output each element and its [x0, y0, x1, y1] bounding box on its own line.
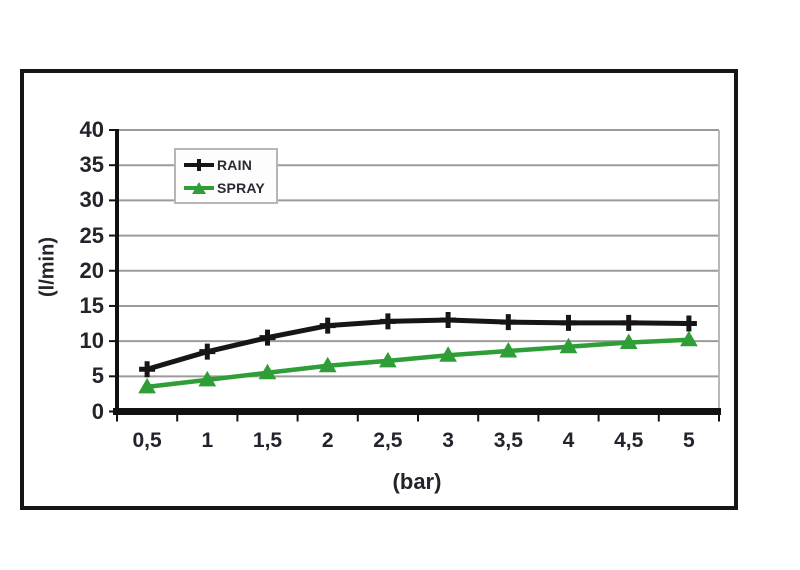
rain-data-point	[560, 314, 577, 331]
x-tick-label: 4	[562, 429, 575, 452]
legend: RAIN SPRAY	[174, 148, 278, 204]
legend-label-spray: SPRAY	[217, 179, 265, 196]
x-tick-label: 1	[201, 429, 214, 452]
rain-data-point	[620, 314, 637, 331]
y-tick-label: 0	[91, 398, 104, 424]
rain-data-point	[319, 317, 336, 334]
rain-data-point	[500, 314, 517, 331]
rain-data-point	[139, 361, 156, 378]
x-tick-label: 3,5	[493, 429, 523, 452]
x-tick-label: 4,5	[614, 429, 644, 452]
spray-data-point	[258, 363, 277, 380]
spray-data-point	[318, 356, 337, 373]
legend-entry-spray: SPRAY	[183, 178, 276, 198]
x-tick-label: 2	[321, 429, 334, 452]
x-tick-label: 5	[683, 429, 695, 452]
rain-data-point	[199, 343, 216, 360]
y-tick-label: 35	[79, 152, 104, 178]
y-tick-label: 40	[79, 117, 104, 142]
spray-line	[144, 337, 692, 390]
spray-data-point	[619, 333, 638, 350]
series-markers	[138, 312, 698, 394]
spray-data-point	[379, 351, 397, 368]
x-tick-label: 1,5	[252, 429, 283, 452]
x-axis-title: (bar)	[392, 469, 442, 494]
x-tick-label: 2,5	[373, 429, 403, 452]
rain-line	[144, 317, 692, 372]
y-tick-label: 30	[79, 187, 104, 213]
x-axis	[113, 408, 721, 415]
flow-rate-chart	[109, 129, 721, 422]
spray-data-point	[138, 377, 156, 394]
series-lines	[144, 317, 692, 390]
x-tick-label: 3	[442, 429, 454, 452]
rain-data-point	[680, 315, 697, 332]
y-tick-label: 5	[91, 363, 104, 389]
rain-data-point	[259, 329, 276, 346]
y-axis	[115, 129, 119, 415]
y-tick-label: 15	[79, 292, 104, 318]
chart-frame	[20, 69, 738, 510]
rain-data-point	[379, 313, 396, 330]
spray-data-point	[680, 330, 698, 347]
axis-ticks	[109, 129, 720, 422]
y-tick-label: 10	[79, 328, 104, 354]
rain-line-marker-icon	[184, 158, 214, 171]
spray-data-point	[559, 337, 578, 354]
spray-data-point	[439, 346, 457, 362]
rain-data-point	[440, 312, 457, 329]
x-tick-label: 0,5	[132, 429, 162, 452]
legend-label-rain: RAIN	[217, 156, 253, 173]
y-tick-label: 25	[79, 222, 104, 248]
y-tick-label: 20	[79, 257, 104, 283]
legend-entry-rain: RAIN	[183, 155, 276, 175]
y-axis-title: (l/min)	[36, 237, 59, 297]
spray-line-marker-icon	[184, 181, 214, 194]
spray-data-point	[198, 370, 217, 387]
spray-data-point	[499, 341, 518, 358]
